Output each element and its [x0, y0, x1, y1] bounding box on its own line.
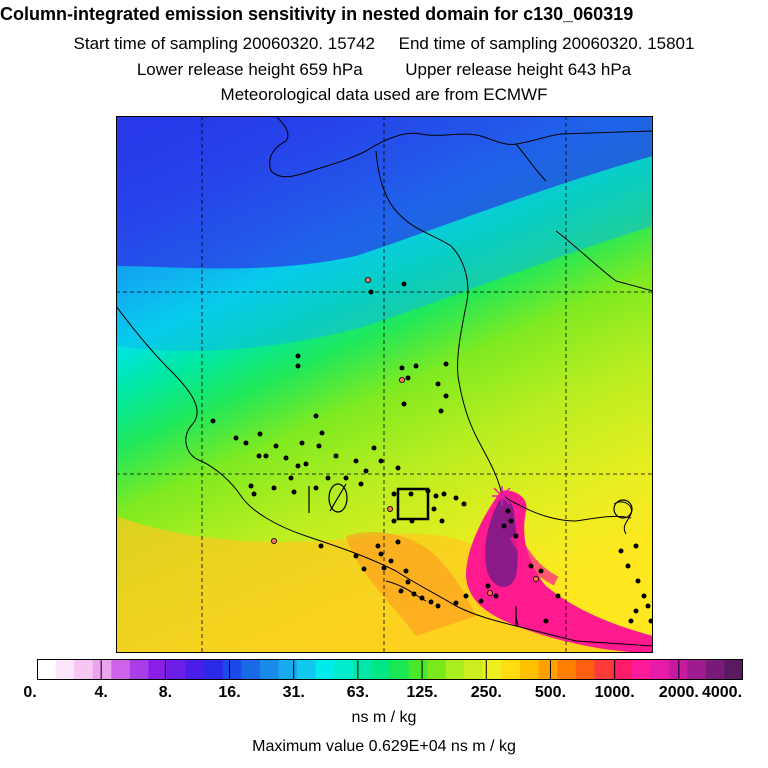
colorbar-swatch	[278, 659, 298, 680]
colorbar-tick-label: 250.	[470, 684, 502, 701]
colorbar-tick-label: 8.	[158, 684, 173, 701]
colorbar-swatch	[297, 659, 317, 680]
colorbar-swatch	[74, 659, 94, 680]
plot-title: Column-integrated emission sensitivity i…	[0, 4, 634, 24]
highlighted-points	[270, 276, 539, 596]
colorbar-tick-label: 4000.	[701, 684, 743, 701]
colorbar-swatch	[538, 659, 558, 680]
orange-patch	[346, 532, 476, 636]
colorbar-tick-label: 16.	[218, 684, 241, 701]
colorbar-tick-label: 125.	[406, 684, 438, 701]
lower-release-height: Lower release height 659 hPa	[136, 60, 363, 79]
map-frame	[116, 116, 653, 653]
maximum-value: Maximum value 0.629E+04 ns m / kg	[252, 738, 516, 755]
target-box	[396, 487, 430, 521]
colorbar-swatch	[668, 659, 688, 680]
colorbar-swatch	[241, 659, 261, 680]
latlon-grid	[116, 116, 653, 653]
colorbar-units: ns m / kg	[351, 709, 417, 726]
colorbar-swatch	[650, 659, 670, 680]
colorbar-swatch	[445, 659, 465, 680]
colorbar-swatch	[148, 659, 168, 680]
colorbar-tick-label: 31.	[282, 684, 305, 701]
colorbar-swatch	[259, 659, 280, 680]
colorbar-swatch	[464, 659, 484, 680]
colorbar-swatch	[315, 659, 335, 680]
colorbar-swatch	[594, 659, 614, 680]
met-data-note: Meteorological data used are from ECMWF	[220, 85, 548, 104]
station-points	[210, 281, 653, 624]
colorbar-swatch	[612, 659, 633, 680]
colorbar-swatch	[557, 659, 577, 680]
colorbar-swatch	[705, 659, 725, 680]
colorbar-swatch	[575, 659, 595, 680]
colorbar-swatch	[204, 659, 224, 680]
colorbar-tick-label: 1000.	[594, 684, 635, 701]
colorbar	[37, 659, 743, 680]
colorbar-swatch	[352, 659, 372, 680]
colorbar-swatch	[520, 659, 540, 680]
colorbar-swatch	[724, 659, 743, 680]
colorbar-swatch	[55, 659, 75, 680]
release-marker	[492, 486, 512, 506]
colorbar-swatch	[185, 659, 205, 680]
colorbar-swatch	[222, 659, 242, 680]
colorbar-frame	[37, 659, 743, 680]
colorbar-tick-label: 63.	[346, 684, 370, 701]
colorbar-swatch	[167, 659, 187, 680]
colorbar-swatch	[129, 659, 149, 680]
sampling-times: Start time of sampling 20060320. 15742 E…	[0, 34, 768, 54]
colorbar-swatch	[92, 659, 112, 680]
coastlines	[116, 116, 653, 647]
start-time: Start time of sampling 20060320. 15742	[73, 34, 376, 53]
colorbar-swatch	[482, 659, 502, 680]
colorbar-tick-label: 4.	[94, 684, 108, 701]
colorbar-swatch	[408, 659, 428, 680]
colorbar-swatch	[501, 659, 521, 680]
colorbar-tick-label: 0.	[23, 684, 37, 701]
colorbar-tick-label: 500.	[534, 684, 567, 701]
colorbar-swatch	[334, 659, 354, 680]
colorbar-swatch	[631, 659, 651, 680]
colorbar-tick-label: 2000.	[658, 684, 699, 701]
sensitivity-map	[116, 116, 653, 653]
colorbar-swatch	[390, 659, 410, 680]
upper-release-height: Upper release height 643 hPa	[405, 60, 632, 79]
cyan-band	[116, 156, 653, 351]
plume-arm	[509, 533, 559, 586]
colorbar-swatch	[111, 659, 131, 680]
contour-labels	[308, 483, 633, 626]
colorbar-swatch	[687, 659, 707, 680]
release-heights: Lower release height 659 hPa Upper relea…	[0, 60, 768, 80]
colorbar-swatch	[427, 659, 447, 680]
end-time: End time of sampling 20060320. 15801	[398, 34, 695, 53]
colorbar-swatch	[37, 659, 57, 680]
colorbar-swatch	[371, 659, 391, 680]
